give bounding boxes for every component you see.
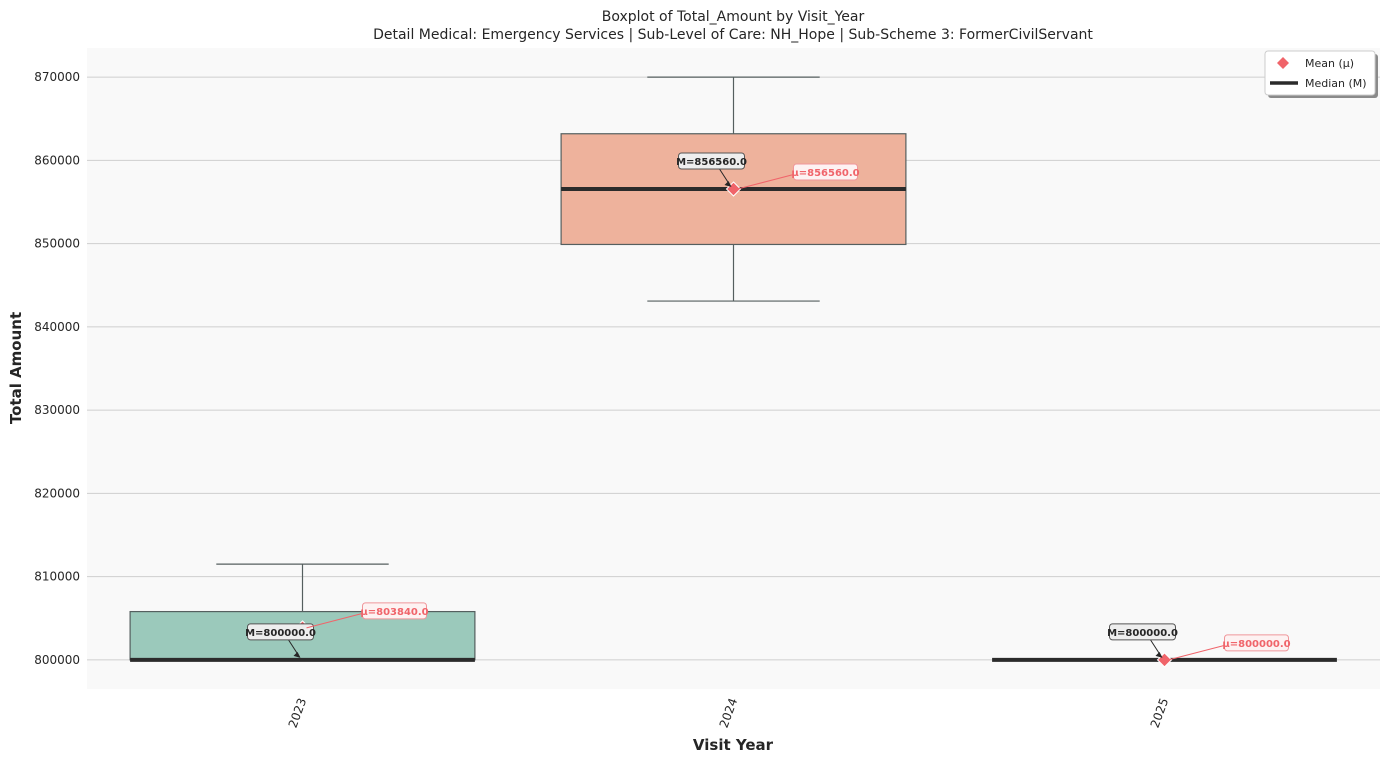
- mean-arrow: [306, 612, 365, 629]
- x-axis-label: Visit Year: [693, 736, 774, 754]
- x-tick-label: 2025: [1148, 696, 1172, 729]
- y-tick-label: 820000: [34, 486, 80, 500]
- y-tick-label: 860000: [34, 153, 80, 167]
- mean-label: μ=800000.0: [1222, 639, 1290, 650]
- legend-median-label: Median (M): [1305, 77, 1367, 90]
- y-tick-label: 800000: [34, 653, 80, 667]
- annotations: M=800000.0 μ=803840.0 M=856560.0 μ=856560.0…: [245, 152, 1291, 661]
- mean-label-box: [793, 163, 858, 181]
- box-series: [129, 76, 1337, 668]
- chart-subtitle: Detail Medical: Emergency Services | Sub…: [373, 27, 1093, 43]
- legend: Mean (μ) Median (M): [1264, 50, 1378, 98]
- y-tick-label: 810000: [34, 570, 80, 584]
- y-axis-label: Total Amount: [7, 312, 25, 424]
- x-tick-label: 2023: [286, 696, 310, 729]
- median-label: M=800000.0: [245, 628, 316, 639]
- legend-mean-marker: [1277, 57, 1289, 69]
- x-tick-labels: 2023 2024 2025: [286, 696, 1172, 729]
- y-tick-labels: 800000 810000 820000 830000 840000 850000 8600…: [34, 70, 80, 667]
- mean-arrow: [1168, 644, 1227, 661]
- chart-title: Boxplot of Total_Amount by Visit_Year: [602, 9, 865, 25]
- median-label-box: [678, 152, 745, 170]
- median-label-box: [1109, 623, 1176, 641]
- median-label: M=800000.0: [1107, 628, 1178, 639]
- mean-arrow: [737, 173, 796, 190]
- y-tick-label: 830000: [34, 403, 80, 417]
- median-arrow-head: [293, 651, 301, 658]
- mean-label-box: [362, 602, 427, 620]
- median-label-box: [247, 623, 314, 641]
- y-tick-label: 840000: [34, 320, 80, 334]
- median-arrow-head: [724, 181, 732, 188]
- median-arrow-head: [1155, 651, 1163, 658]
- mean-label: μ=856560.0: [791, 168, 859, 179]
- x-tick-label: 2024: [717, 696, 741, 729]
- y-tick-label: 850000: [34, 237, 80, 251]
- y-tick-label: 870000: [34, 70, 80, 84]
- median-label: M=856560.0: [676, 157, 747, 168]
- mean-label: μ=803840.0: [360, 607, 428, 618]
- legend-mean-label: Mean (μ): [1305, 57, 1354, 70]
- mean-label-box: [1224, 634, 1289, 652]
